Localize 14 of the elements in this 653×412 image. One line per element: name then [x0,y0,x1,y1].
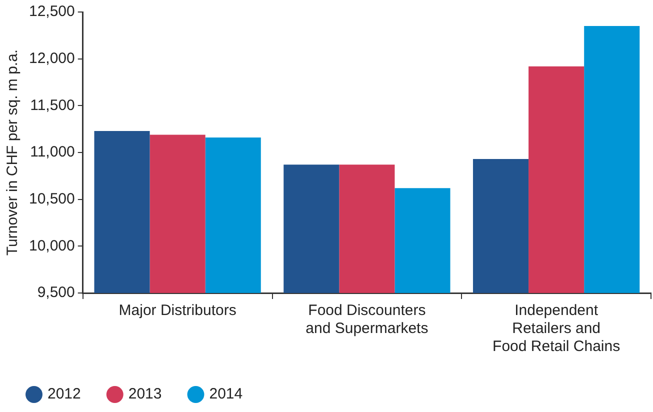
y-tick-label: 11,000 [30,144,75,161]
y-axis-title: Turnover in CHF per sq. m p.a. [4,49,22,256]
y-tick-label: 12,500 [28,3,75,20]
y-tick-label: 10,500 [28,190,75,208]
legend-label: 2014 [209,386,243,403]
y-tick-label: 9,500 [37,284,75,302]
legend-label: 2013 [128,386,162,403]
y-tick-label: 10,000 [28,237,75,254]
x-tick-label: Independent Retailers and Food Retail Chains [492,302,620,356]
y-tick-label: 12,000 [28,50,75,67]
x-tick-label: Food Discounters and Supermarkets [306,302,428,338]
y-tick-label: 11,500 [30,96,75,114]
x-tick-label: Major Distributors [118,302,236,320]
legend-label: 2012 [48,386,81,403]
